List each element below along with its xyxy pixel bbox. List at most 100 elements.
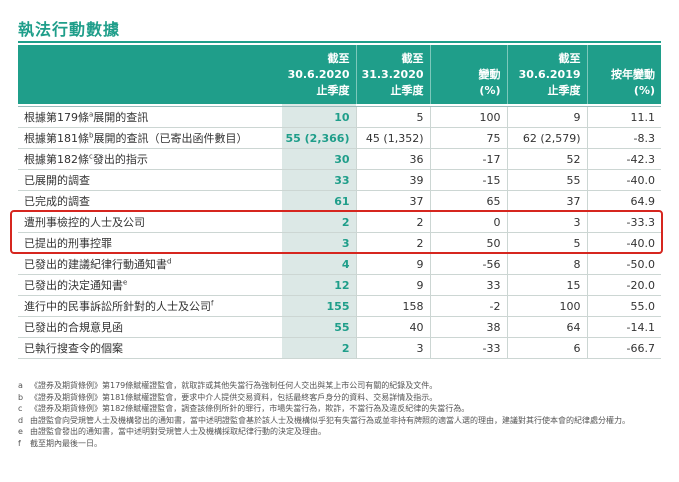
row-label: 已展開的調查 bbox=[18, 169, 282, 191]
q2-2020-value: 2 bbox=[282, 337, 356, 359]
q2-2019-value: 8 bbox=[506, 253, 587, 275]
q2-2019-value: 3 bbox=[506, 211, 587, 233]
q2-2020-value: 55 (2,366) bbox=[282, 127, 356, 149]
title-divider bbox=[18, 41, 661, 43]
row-label: 根據第179條a展開的查訊 bbox=[18, 106, 282, 128]
q2-2020-value: 10 bbox=[282, 106, 356, 128]
yoy-value: -20.0 bbox=[586, 274, 661, 296]
header-change: 變動 (%) bbox=[430, 45, 508, 104]
q2-2020-value: 155 bbox=[282, 295, 356, 317]
q2-2019-value: 6 bbox=[506, 337, 587, 359]
header-label bbox=[18, 45, 282, 104]
q1-2020-value: 9 bbox=[355, 253, 430, 275]
yoy-value: 64.9 bbox=[586, 190, 661, 212]
footnote: a 《證券及期貨條例》第179條賦權證監會，就取詐或其他失當行為強制任何人交出與某… bbox=[18, 380, 663, 392]
row-label: 已發出的合規意見函 bbox=[18, 316, 282, 338]
footnote-key: b bbox=[18, 392, 24, 402]
footnote-text: 《證券及期貨條例》第179條賦權證監會，就取詐或其他失當行為強制任何人交出與某上… bbox=[30, 381, 438, 390]
q2-2020-value: 12 bbox=[282, 274, 356, 296]
change-value: 75 bbox=[429, 127, 507, 149]
q1-2020-value: 3 bbox=[355, 337, 430, 359]
q2-2020-value: 30 bbox=[282, 148, 356, 170]
footnote-text: 由證監會發出的通知書，當中述明對受規管人士及機構採取紀律行動的決定及理由。 bbox=[30, 427, 326, 437]
header-yoy: 按年變動 (%) bbox=[587, 45, 661, 104]
table-row: 遭刑事檢控的人士及公司 2 2 0 3 -33.3 bbox=[18, 211, 661, 233]
q1-2020-value: 37 bbox=[355, 190, 430, 212]
q1-2020-value: 2 bbox=[355, 211, 430, 233]
table-row: 進行中的民事訴訟所針對的人士及公司f 155 158 -2 100 55.0 bbox=[18, 295, 661, 317]
q2-2020-value: 2 bbox=[282, 211, 356, 233]
footnote-key: a bbox=[18, 381, 23, 390]
footnote-key: c bbox=[18, 404, 23, 414]
change-value: 33 bbox=[429, 274, 507, 296]
footnote-text: 《證券及期貨條例》第182條賦權證監會，調查該條例所針的罪行，市場失當行為，欺詐… bbox=[30, 404, 470, 414]
change-value: -56 bbox=[429, 253, 507, 275]
spacer-cell bbox=[587, 104, 661, 107]
q2-2020-value: 33 bbox=[282, 169, 356, 191]
spacer-cell bbox=[282, 104, 356, 107]
q1-2020-value: 36 bbox=[355, 148, 430, 170]
q2-2019-value: 100 bbox=[506, 295, 587, 317]
footnote: f 截至期內最後一日。 bbox=[18, 438, 663, 450]
change-value: -33 bbox=[429, 337, 507, 359]
table-row: 已展開的調查 33 39 -15 55 -40.0 bbox=[18, 169, 661, 191]
footnote-key: e bbox=[18, 427, 23, 437]
q2-2020-value: 61 bbox=[282, 190, 356, 212]
footnote: d 由證監會向受規管人士及機構發出的通知書，當中述明證監會基於該人士及機構似乎犯有… bbox=[18, 415, 663, 427]
row-label: 進行中的民事訴訟所針對的人士及公司f bbox=[18, 295, 282, 317]
header-q2-2020: 截至 30.6.2020 止季度 bbox=[282, 45, 357, 104]
change-value: -17 bbox=[429, 148, 507, 170]
table-row: 已完成的調查 61 37 65 37 64.9 bbox=[18, 190, 661, 212]
change-value: 0 bbox=[429, 211, 507, 233]
table-row: 已提出的刑事控罪 3 2 50 5 -40.0 bbox=[18, 232, 661, 254]
q1-2020-value: 40 bbox=[355, 316, 430, 338]
yoy-value: 55.0 bbox=[586, 295, 661, 317]
table-row: 根據第179條a展開的查訊 10 5 100 9 11.1 bbox=[18, 106, 661, 128]
header-q1-2020: 截至 31.3.2020 止季度 bbox=[356, 45, 431, 104]
q2-2020-value: 55 bbox=[282, 316, 356, 338]
highlight-box bbox=[10, 210, 663, 254]
yoy-value: 11.1 bbox=[586, 106, 661, 128]
section-title: 執法行動數據 bbox=[18, 20, 121, 39]
q2-2019-value: 62 (2,579) bbox=[506, 127, 587, 149]
q1-2020-value: 5 bbox=[355, 106, 430, 128]
footnote: e 由證監會發出的通知書，當中述明對受規管人士及機構採取紀律行動的決定及理由。 bbox=[18, 426, 663, 438]
spacer-cell bbox=[18, 104, 282, 107]
table-row: 根據第182條c發出的指示 30 36 -17 52 -42.3 bbox=[18, 148, 661, 170]
change-value: -15 bbox=[429, 169, 507, 191]
footnote-text: 截至期內最後一日。 bbox=[30, 438, 102, 448]
yoy-value: -8.3 bbox=[586, 127, 661, 149]
q2-2019-value: 37 bbox=[506, 190, 587, 212]
yoy-value: -42.3 bbox=[586, 148, 661, 170]
row-label: 已發出的決定通知書e bbox=[18, 274, 282, 296]
header-q2-2019: 截至 30.6.2019 止季度 bbox=[507, 45, 588, 104]
footnote: b 《證券及期貨條例》第181條賦權證監會，要求中介人提供交易資料，包括最終客戶身… bbox=[18, 392, 663, 404]
footnote-key: d bbox=[18, 415, 24, 425]
header-spacer-row bbox=[18, 104, 661, 107]
table-row: 已發出的決定通知書e 12 9 33 15 -20.0 bbox=[18, 274, 661, 296]
change-value: 100 bbox=[429, 106, 507, 128]
footnote-key: f bbox=[18, 438, 21, 448]
spacer-cell bbox=[430, 104, 507, 107]
footnotes: a 《證券及期貨條例》第179條賦權證監會，就取詐或其他失當行為強制任何人交出與某… bbox=[18, 380, 663, 450]
q1-2020-value: 9 bbox=[355, 274, 430, 296]
row-label: 根據第181條b展開的查訊（已寄出函件數目） bbox=[18, 127, 282, 149]
row-label: 已發出的建議紀律行動通知書d bbox=[18, 253, 282, 275]
row-label: 已執行搜查令的個案 bbox=[18, 337, 282, 359]
change-value: 65 bbox=[429, 190, 507, 212]
q2-2019-value: 55 bbox=[506, 169, 587, 191]
spacer-cell bbox=[356, 104, 430, 107]
enforcement-data-table: 截至 30.6.2020 止季度 截至 31.3.2020 止季度 變動 (%) 截至 30… bbox=[18, 45, 661, 359]
q2-2019-value: 64 bbox=[506, 316, 587, 338]
change-value: -2 bbox=[429, 295, 507, 317]
footnote-text: 《證券及期貨條例》第181條賦權證監會，要求中介人提供交易資料，包括最終客戶身分… bbox=[30, 392, 438, 402]
footnote: c 《證券及期貨條例》第182條賦權證監會，調查該條例所針的罪行，市場失當行為，欺… bbox=[18, 403, 663, 415]
q1-2020-value: 39 bbox=[355, 169, 430, 191]
yoy-value: -33.3 bbox=[586, 211, 661, 233]
q2-2019-value: 15 bbox=[506, 274, 587, 296]
row-label: 根據第182條c發出的指示 bbox=[18, 148, 282, 170]
yoy-value: -66.7 bbox=[586, 337, 661, 359]
q2-2019-value: 9 bbox=[506, 106, 587, 128]
q1-2020-value: 158 bbox=[355, 295, 430, 317]
table-row: 根據第181條b展開的查訊（已寄出函件數目） 55 (2,366) 45 (1,35… bbox=[18, 127, 661, 149]
